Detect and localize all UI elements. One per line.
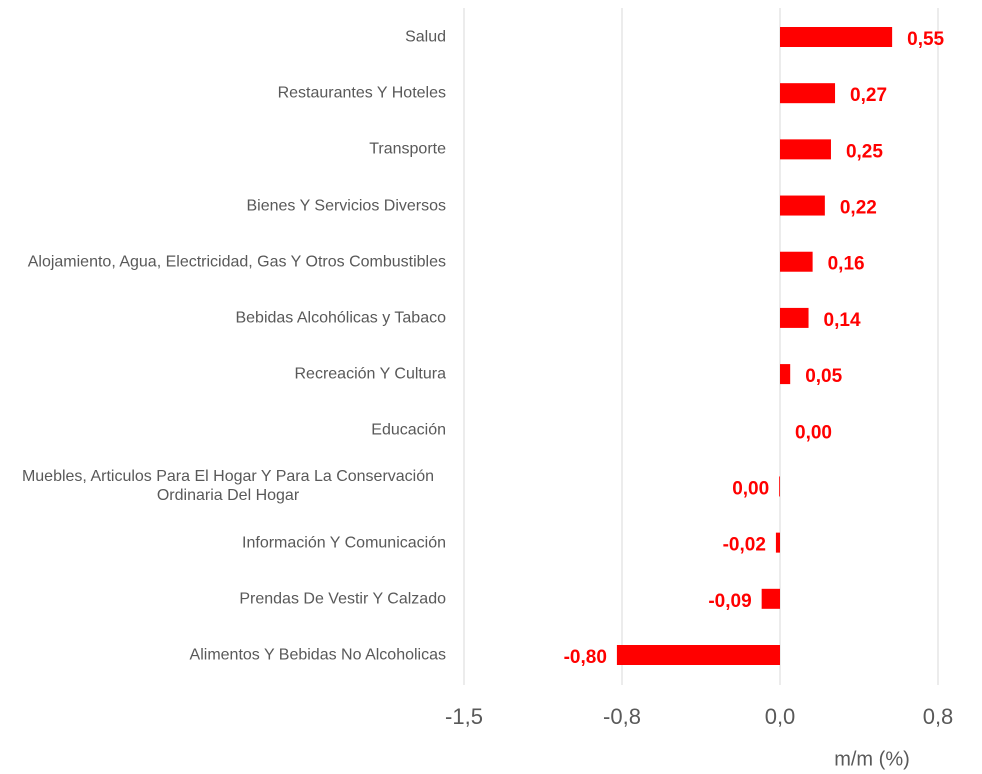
bar xyxy=(780,307,809,328)
category-label-box: Prendas De Vestir Y Calzado xyxy=(10,589,446,608)
category-label-box: Restaurantes Y Hoteles xyxy=(10,84,446,103)
data-label: -0,02 xyxy=(723,535,766,556)
x-tick-label: -1,5 xyxy=(445,704,483,729)
y-tick-label: Bebidas Alcohólicas y Tabaco xyxy=(235,309,446,327)
y-tick-label: Transporte xyxy=(369,140,446,158)
data-label: -0,80 xyxy=(564,647,607,668)
data-label: 0,05 xyxy=(805,366,842,387)
bar xyxy=(761,588,780,609)
y-tick-label: Salud xyxy=(405,28,446,46)
x-tick-label: 0,8 xyxy=(923,704,954,729)
bar xyxy=(780,195,825,216)
bar xyxy=(775,532,780,553)
y-tick-label: Recreación Y Cultura xyxy=(294,365,447,383)
y-tick-label: Información Y Comunicación xyxy=(242,534,446,552)
y-tick-label: Prendas De Vestir Y Calzado xyxy=(239,590,446,608)
category-label-box: Información Y Comunicación xyxy=(10,533,446,552)
x-axis-title: m/m (%) xyxy=(834,748,910,770)
data-label: 0,14 xyxy=(824,310,861,331)
bar xyxy=(780,139,831,160)
y-tick-label: Bienes Y Servicios Diversos xyxy=(246,197,447,215)
bar xyxy=(780,251,813,272)
data-label: 0,22 xyxy=(840,198,877,219)
category-label-box: Salud xyxy=(10,28,446,47)
data-label: 0,25 xyxy=(846,141,883,162)
y-tick-label: Muebles, Articulos Para El Hogar Y Para … xyxy=(21,468,435,505)
bar xyxy=(780,83,836,104)
x-tick-label: -0,8 xyxy=(603,704,641,729)
bar xyxy=(780,27,893,47)
category-label-box: Bebidas Alcohólicas y Tabaco xyxy=(10,308,446,327)
data-label: 0,00 xyxy=(795,422,832,443)
bar xyxy=(779,476,780,497)
bar xyxy=(780,364,791,385)
category-label-box: Muebles, Articulos Para El Hogar Y Para … xyxy=(10,467,446,505)
category-label-box: Alimentos Y Bebidas No Alcoholicas xyxy=(10,646,446,665)
y-tick-label: Educación xyxy=(371,421,446,439)
category-label-box: Bienes Y Servicios Diversos xyxy=(10,196,447,215)
data-label: 0,16 xyxy=(828,254,865,275)
category-label-box: Educación xyxy=(10,421,446,440)
x-tick-label: 0,0 xyxy=(765,704,796,729)
category-label-box: Transporte xyxy=(10,140,446,159)
data-label: -0,09 xyxy=(708,591,751,612)
y-tick-label: Restaurantes Y Hoteles xyxy=(277,84,446,102)
y-tick-label: Alimentos Y Bebidas No Alcoholicas xyxy=(189,646,446,664)
data-label: 0,55 xyxy=(907,29,944,50)
bar xyxy=(616,645,780,665)
category-label-box: Alojamiento, Agua, Electricidad, Gas Y O… xyxy=(10,252,446,271)
data-label: 0,00 xyxy=(732,478,769,499)
data-label: 0,27 xyxy=(850,85,887,106)
y-tick-label: Alojamiento, Agua, Electricidad, Gas Y O… xyxy=(27,253,446,271)
category-label-box: Recreación Y Cultura xyxy=(10,365,447,384)
